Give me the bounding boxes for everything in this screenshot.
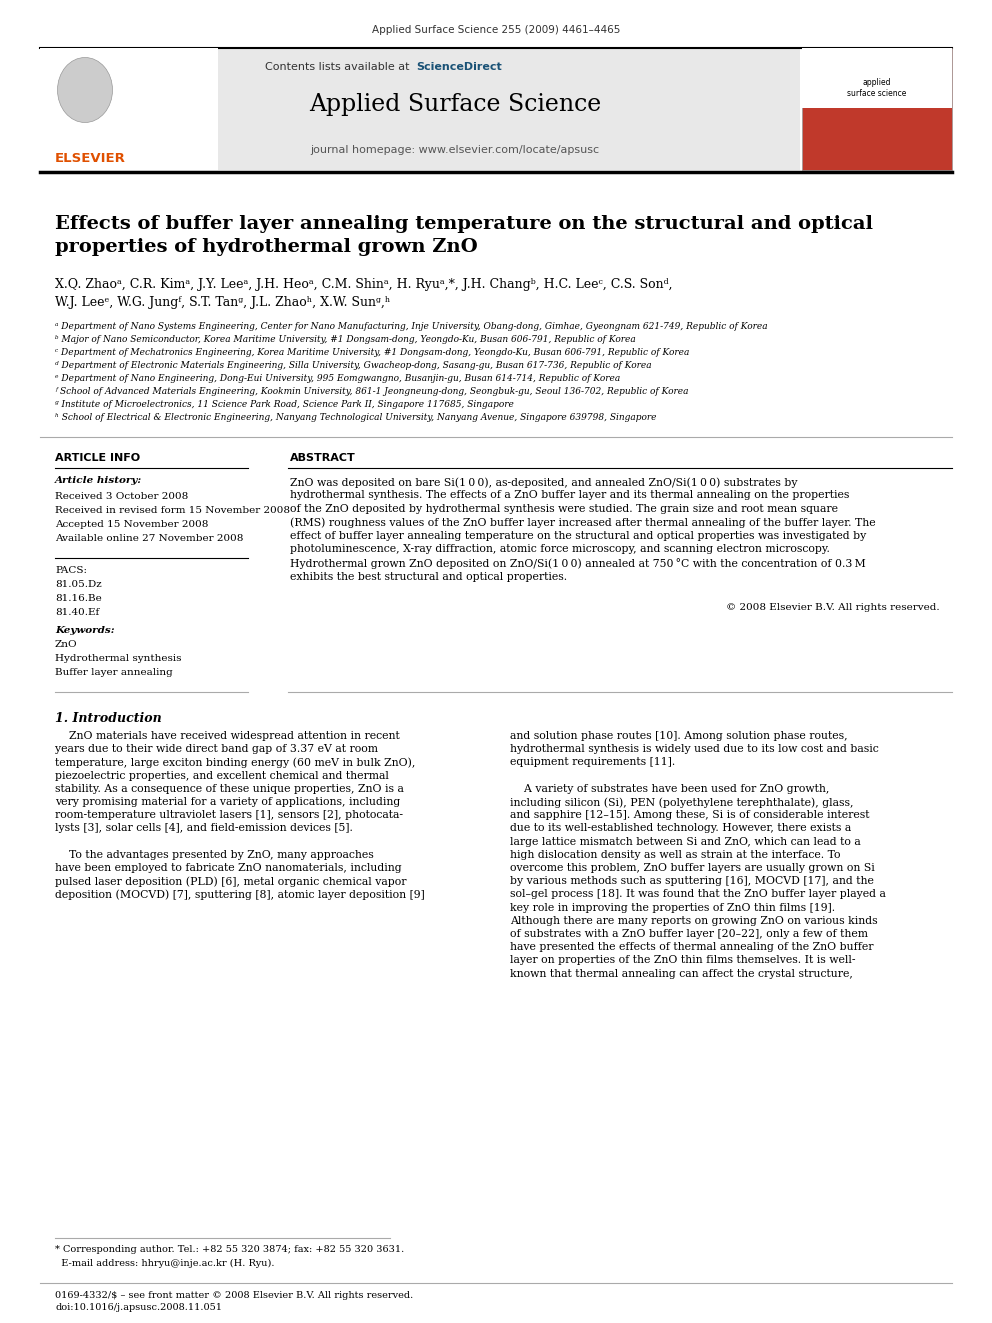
Text: 81.16.Be: 81.16.Be — [55, 594, 102, 603]
Text: 81.05.Dz: 81.05.Dz — [55, 579, 102, 589]
Text: A variety of substrates have been used for ZnO growth,: A variety of substrates have been used f… — [510, 783, 829, 794]
Text: ᶠ School of Advanced Materials Engineering, Kookmin University, 861-1 Jeongneung: ᶠ School of Advanced Materials Engineeri… — [55, 388, 688, 396]
Text: E-mail address: hhryu@inje.ac.kr (H. Ryu).: E-mail address: hhryu@inje.ac.kr (H. Ryu… — [55, 1259, 275, 1269]
Text: ʰ School of Electrical & Electronic Engineering, Nanyang Technological Universit: ʰ School of Electrical & Electronic Engi… — [55, 413, 657, 422]
Text: 0169-4332/$ – see front matter © 2008 Elsevier B.V. All rights reserved.
doi:10.: 0169-4332/$ – see front matter © 2008 El… — [55, 1291, 414, 1312]
Text: Keywords:: Keywords: — [55, 626, 115, 635]
Text: temperature, large exciton binding energy (60 meV in bulk ZnO),: temperature, large exciton binding energ… — [55, 757, 416, 767]
Text: Hydrothermal synthesis: Hydrothermal synthesis — [55, 654, 182, 663]
Bar — [40, 48, 218, 169]
Text: Although there are many reports on growing ZnO on various kinds: Although there are many reports on growi… — [510, 916, 878, 926]
Text: ᵉ Department of Nano Engineering, Dong-Eui University, 995 Eomgwangno, Busanjin-: ᵉ Department of Nano Engineering, Dong-E… — [55, 374, 620, 382]
Text: equipment requirements [11].: equipment requirements [11]. — [510, 757, 676, 767]
Text: of the ZnO deposited by hydrothermal synthesis were studied. The grain size and : of the ZnO deposited by hydrothermal syn… — [290, 504, 838, 515]
Text: high dislocation density as well as strain at the interface. To: high dislocation density as well as stra… — [510, 849, 840, 860]
Text: and solution phase routes [10]. Among solution phase routes,: and solution phase routes [10]. Among so… — [510, 732, 847, 741]
Text: Article history:: Article history: — [55, 476, 142, 486]
Text: 1. Introduction: 1. Introduction — [55, 712, 162, 725]
Text: ᵇ Major of Nano Semiconductor, Korea Maritime University, #1 Dongsam-dong, Yeong: ᵇ Major of Nano Semiconductor, Korea Mar… — [55, 335, 636, 344]
Bar — [802, 48, 952, 169]
Text: Available online 27 November 2008: Available online 27 November 2008 — [55, 534, 243, 542]
Text: stability. As a consequence of these unique properties, ZnO is a: stability. As a consequence of these uni… — [55, 783, 404, 794]
Text: ZnO was deposited on bare Si(1 0 0), as-deposited, and annealed ZnO/Si(1 0 0) su: ZnO was deposited on bare Si(1 0 0), as-… — [290, 478, 798, 488]
Text: ZnO: ZnO — [55, 640, 77, 650]
Text: ᶜ Department of Mechatronics Engineering, Korea Maritime University, #1 Dongsam-: ᶜ Department of Mechatronics Engineering… — [55, 348, 689, 357]
Text: Applied Surface Science 255 (2009) 4461–4465: Applied Surface Science 255 (2009) 4461–… — [372, 25, 620, 34]
Text: hydrothermal synthesis is widely used due to its low cost and basic: hydrothermal synthesis is widely used du… — [510, 745, 879, 754]
Text: 81.40.Ef: 81.40.Ef — [55, 609, 99, 617]
Text: Accepted 15 November 2008: Accepted 15 November 2008 — [55, 520, 208, 529]
Text: To the advantages presented by ZnO, many approaches: To the advantages presented by ZnO, many… — [55, 849, 374, 860]
Text: key role in improving the properties of ZnO thin films [19].: key role in improving the properties of … — [510, 902, 835, 913]
Text: photoluminescence, X-ray diffraction, atomic force microscopy, and scanning elec: photoluminescence, X-ray diffraction, at… — [290, 545, 830, 554]
Text: [tree]: [tree] — [69, 90, 100, 101]
Text: lysts [3], solar cells [4], and field-emission devices [5].: lysts [3], solar cells [4], and field-em… — [55, 823, 353, 833]
Text: of substrates with a ZnO buffer layer [20–22], only a few of them: of substrates with a ZnO buffer layer [2… — [510, 929, 868, 939]
Text: including silicon (Si), PEN (polyethylene terephthalate), glass,: including silicon (Si), PEN (polyethylen… — [510, 796, 853, 807]
Text: deposition (MOCVD) [7], sputtering [8], atomic layer deposition [9]: deposition (MOCVD) [7], sputtering [8], … — [55, 889, 425, 900]
Text: piezoelectric properties, and excellent chemical and thermal: piezoelectric properties, and excellent … — [55, 770, 389, 781]
Text: Effects of buffer layer annealing temperature on the structural and optical
prop: Effects of buffer layer annealing temper… — [55, 216, 873, 255]
Text: ᵍ Institute of Microelectronics, 11 Science Park Road, Science Park II, Singapor: ᵍ Institute of Microelectronics, 11 Scie… — [55, 400, 514, 409]
Text: ELSEVIER: ELSEVIER — [55, 152, 125, 164]
Text: very promising material for a variety of applications, including: very promising material for a variety of… — [55, 796, 400, 807]
Text: have presented the effects of thermal annealing of the ZnO buffer: have presented the effects of thermal an… — [510, 942, 874, 953]
Text: layer on properties of the ZnO thin films themselves. It is well-: layer on properties of the ZnO thin film… — [510, 955, 855, 966]
Text: ᵃ Department of Nano Systems Engineering, Center for Nano Manufacturing, Inje Un: ᵃ Department of Nano Systems Engineering… — [55, 321, 768, 331]
Text: due to its well-established technology. However, there exists a: due to its well-established technology. … — [510, 823, 851, 833]
Text: ScienceDirect: ScienceDirect — [416, 62, 502, 71]
Text: large lattice mismatch between Si and ZnO, which can lead to a: large lattice mismatch between Si and Zn… — [510, 836, 861, 847]
Text: room-temperature ultraviolet lasers [1], sensors [2], photocata-: room-temperature ultraviolet lasers [1],… — [55, 810, 403, 820]
Text: X.Q. Zhaoᵃ, C.R. Kimᵃ, J.Y. Leeᵃ, J.H. Heoᵃ, C.M. Shinᵃ, H. Ryuᵃ,*, J.H. Changᵇ,: X.Q. Zhaoᵃ, C.R. Kimᵃ, J.Y. Leeᵃ, J.H. H… — [55, 278, 673, 291]
Text: exhibits the best structural and optical properties.: exhibits the best structural and optical… — [290, 572, 567, 582]
Bar — [802, 48, 952, 108]
Ellipse shape — [58, 57, 112, 123]
Text: hydrothermal synthesis. The effects of a ZnO buffer layer and its thermal anneal: hydrothermal synthesis. The effects of a… — [290, 491, 849, 500]
Text: Hydrothermal grown ZnO deposited on ZnO/Si(1 0 0) annealed at 750 °C with the co: Hydrothermal grown ZnO deposited on ZnO/… — [290, 558, 866, 569]
Text: W.J. Leeᵉ, W.G. Jungᶠ, S.T. Tanᵍ, J.L. Zhaoʰ, X.W. Sunᵍ,ʰ: W.J. Leeᵉ, W.G. Jungᶠ, S.T. Tanᵍ, J.L. Z… — [55, 296, 391, 310]
Text: pulsed laser deposition (PLD) [6], metal organic chemical vapor: pulsed laser deposition (PLD) [6], metal… — [55, 876, 407, 886]
Text: overcome this problem, ZnO buffer layers are usually grown on Si: overcome this problem, ZnO buffer layers… — [510, 863, 875, 873]
Text: ARTICLE INFO: ARTICLE INFO — [55, 452, 140, 463]
Text: have been employed to fabricate ZnO nanomaterials, including: have been employed to fabricate ZnO nano… — [55, 863, 402, 873]
Text: Received in revised form 15 November 2008: Received in revised form 15 November 200… — [55, 505, 290, 515]
Text: ABSTRACT: ABSTRACT — [290, 452, 356, 463]
Text: by various methods such as sputtering [16], MOCVD [17], and the: by various methods such as sputtering [1… — [510, 876, 874, 886]
Text: * Corresponding author. Tel.: +82 55 320 3874; fax: +82 55 320 3631.: * Corresponding author. Tel.: +82 55 320… — [55, 1245, 405, 1254]
Text: and sapphire [12–15]. Among these, Si is of considerable interest: and sapphire [12–15]. Among these, Si is… — [510, 810, 870, 820]
Text: Buffer layer annealing: Buffer layer annealing — [55, 668, 173, 677]
Text: ᵈ Department of Electronic Materials Engineering, Silla University, Gwacheop-don: ᵈ Department of Electronic Materials Eng… — [55, 361, 652, 370]
Text: sol–gel process [18]. It was found that the ZnO buffer layer played a: sol–gel process [18]. It was found that … — [510, 889, 886, 900]
Text: known that thermal annealing can affect the crystal structure,: known that thermal annealing can affect … — [510, 968, 853, 979]
Text: ZnO materials have received widespread attention in recent: ZnO materials have received widespread a… — [55, 732, 400, 741]
Text: effect of buffer layer annealing temperature on the structural and optical prope: effect of buffer layer annealing tempera… — [290, 531, 866, 541]
Text: PACS:: PACS: — [55, 566, 87, 576]
Text: (RMS) roughness values of the ZnO buffer layer increased after thermal annealing: (RMS) roughness values of the ZnO buffer… — [290, 517, 876, 528]
Text: applied
surface science: applied surface science — [837, 52, 917, 71]
Text: years due to their wide direct band gap of 3.37 eV at room: years due to their wide direct band gap … — [55, 745, 378, 754]
Text: © 2008 Elsevier B.V. All rights reserved.: © 2008 Elsevier B.V. All rights reserved… — [726, 603, 940, 613]
Text: Received 3 October 2008: Received 3 October 2008 — [55, 492, 188, 501]
Text: applied
surface science: applied surface science — [847, 78, 907, 98]
Text: journal homepage: www.elsevier.com/locate/apsusc: journal homepage: www.elsevier.com/locat… — [310, 146, 599, 155]
Text: Contents lists available at: Contents lists available at — [265, 62, 413, 71]
Text: Applied Surface Science: Applied Surface Science — [309, 94, 601, 116]
Bar — [40, 48, 800, 169]
